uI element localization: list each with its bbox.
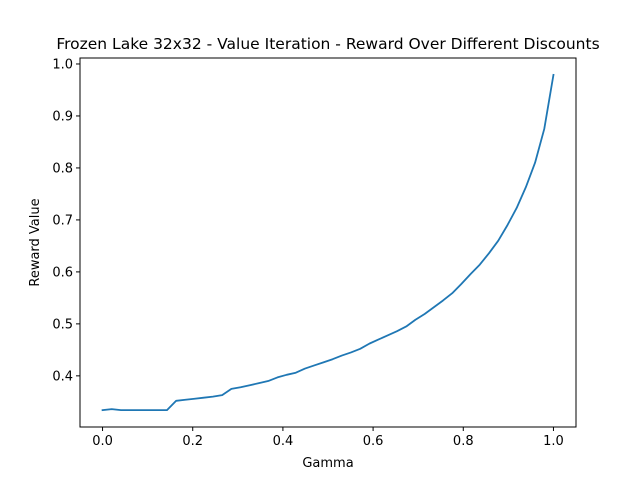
x-axis-label: Gamma (302, 456, 353, 471)
x-tick-label: 0.4 (273, 434, 294, 449)
axes-frame (79, 57, 577, 428)
x-tick-label: 0.0 (92, 434, 113, 449)
y-axis-ticks: 0.4 0.5 0.6 0.7 0.8 0.9 1.0 (52, 57, 80, 384)
y-tick-label: 0.8 (52, 161, 73, 176)
x-axis-ticks: 0.0 0.2 0.4 0.6 0.8 1.0 (92, 427, 564, 449)
x-tick-label: 0.2 (182, 434, 203, 449)
plot-area: 0.0 0.2 0.4 0.6 0.8 1.0 0.4 0.5 0.6 0.7 0.8 0.9 1.0 (52, 57, 577, 449)
x-tick-label: 1.0 (543, 434, 564, 449)
series-line-0 (101, 73, 555, 412)
x-tick-label: 0.6 (363, 434, 384, 449)
y-axis-label: Reward Value (28, 198, 43, 286)
series-group (101, 73, 555, 412)
chart-title: Frozen Lake 32x32 - Value Iteration - Re… (56, 35, 599, 53)
y-tick-label: 0.4 (52, 369, 73, 384)
y-tick-label: 0.9 (52, 109, 73, 124)
y-tick-label: 0.6 (52, 265, 73, 280)
x-tick-label: 0.8 (453, 434, 474, 449)
y-tick-label: 0.7 (52, 213, 73, 228)
y-tick-label: 0.5 (52, 317, 73, 332)
y-tick-label: 1.0 (52, 57, 73, 72)
